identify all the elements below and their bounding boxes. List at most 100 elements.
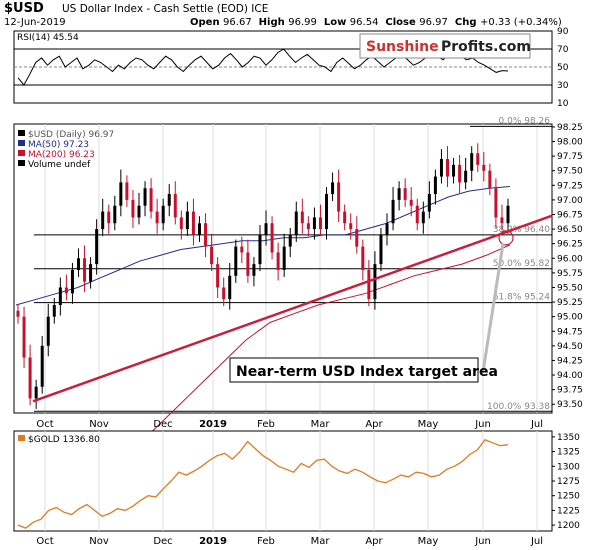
price-legend-swatch <box>18 150 25 156</box>
rsi-legend: RSI(14) 45.54 <box>17 33 79 43</box>
price-candle-body <box>300 211 304 224</box>
price-candle-body <box>446 159 450 177</box>
gold-xtick-label: May <box>418 536 439 547</box>
gold-xtick-label: Oct <box>36 536 53 547</box>
high-value: 96.99 <box>288 17 317 28</box>
annotation-box <box>229 357 479 383</box>
watermark-box <box>359 33 531 59</box>
gold-tick-label: 1350 <box>557 433 580 443</box>
price-tick-label: 96.00 <box>557 254 583 264</box>
price-candle-body <box>421 211 425 224</box>
price-candle-body <box>488 170 492 189</box>
price-tick-label: 97.00 <box>557 196 583 206</box>
price-candle-body <box>46 316 50 346</box>
price-candle-body <box>476 153 480 165</box>
fib-level-label: 0.0% 98.26 <box>499 116 551 126</box>
rsi-tick-label: 50 <box>557 63 569 73</box>
price-candle-body <box>403 188 407 200</box>
gold-xtick-label: Jul <box>530 536 543 547</box>
price-tick-label: 97.50 <box>557 167 583 177</box>
price-candle-body <box>204 223 208 247</box>
gold-tick-label: 1200 <box>557 521 580 531</box>
price-candle-body <box>89 264 93 282</box>
ma50-line <box>15 186 511 306</box>
price-xtick-label: Apr <box>365 419 383 430</box>
price-xtick-label: Feb <box>257 419 275 430</box>
price-candle-body <box>270 223 274 253</box>
price-candle-body <box>276 252 280 270</box>
gold-xtick-label: Feb <box>257 536 275 547</box>
price-candle-body <box>167 194 171 206</box>
gold-xtick-label: Mar <box>311 536 331 547</box>
price-xtick-label: May <box>418 419 439 430</box>
price-candle-body <box>452 164 456 177</box>
rsi-tick-label: 10 <box>557 99 569 109</box>
price-candle-body <box>191 211 195 235</box>
price-xtick-label: Nov <box>89 419 109 430</box>
gold-tick-label: 1300 <box>557 462 580 472</box>
price-legend-swatch <box>18 140 25 146</box>
gold-tick-label: 1275 <box>557 477 580 487</box>
price-candle-body <box>173 194 177 218</box>
price-tick-label: 94.75 <box>557 327 583 337</box>
price-candle-body <box>306 223 310 230</box>
price-candle-body <box>379 234 383 265</box>
gold-xtick-label: Jun <box>474 536 491 547</box>
price-candle-body <box>101 211 105 230</box>
price-candle-body <box>349 223 353 230</box>
price-xtick-label: Jun <box>474 419 491 430</box>
price-candle-body <box>234 246 238 276</box>
price-candle-body <box>464 170 468 183</box>
fib-level-label: 61.8% 95.24 <box>493 293 550 303</box>
price-candle-body <box>258 234 262 265</box>
price-candle-body <box>264 223 268 235</box>
price-candle-body <box>40 345 44 387</box>
price-candle-body <box>355 229 359 247</box>
price-legend-entry: MA(50) 97.23 <box>28 140 89 150</box>
price-candle-body <box>83 258 87 282</box>
price-xtick-label: Dec <box>153 419 172 430</box>
price-tick-label: 96.25 <box>557 240 583 250</box>
price-candle-body <box>240 246 244 253</box>
ohlc-summary: Open 96.67 High 96.99 Low 96.54 Close 96… <box>190 17 562 28</box>
price-tick-label: 93.50 <box>557 400 583 410</box>
price-tick-label: 93.75 <box>557 386 583 396</box>
rsi-tick-label: 70 <box>557 45 569 55</box>
price-candle-body <box>22 316 26 358</box>
price-candle-body <box>58 287 62 305</box>
price-candle-body <box>95 229 99 265</box>
ma200-line <box>149 244 511 434</box>
price-tick-label: 94.50 <box>557 342 583 352</box>
price-legend-entry: $USD (Daily) 96.97 <box>28 130 114 140</box>
price-candle-body <box>28 357 32 399</box>
price-tick-label: 94.25 <box>557 356 583 366</box>
gold-xtick-label: Apr <box>365 536 383 547</box>
price-tick-label: 97.25 <box>557 181 583 191</box>
price-legend-swatch <box>18 160 25 166</box>
chart-date: 12-Jun-2019 <box>4 17 66 28</box>
price-candle-body <box>482 164 486 171</box>
gold-xtick-label: Nov <box>89 536 109 547</box>
price-candle-body <box>246 252 250 276</box>
price-candle-body <box>34 386 38 399</box>
price-candle-body <box>409 199 413 206</box>
price-candle-body <box>210 246 214 265</box>
price-candle-body <box>325 194 329 230</box>
annotation-text: Near-term USD Index target area <box>236 364 498 380</box>
price-candle-body <box>143 188 147 206</box>
price-candle-body <box>131 199 135 218</box>
close-value: 96.97 <box>419 17 448 28</box>
gold-tick-label: 1250 <box>557 492 580 502</box>
price-legend-entry: Volume undef <box>28 160 91 170</box>
price-xtick-label: 2019 <box>199 419 227 430</box>
price-candle-body <box>216 264 220 288</box>
price-candle-body <box>149 188 153 212</box>
trendline <box>32 214 553 403</box>
price-candle-body <box>367 269 371 300</box>
target-circle <box>498 230 514 246</box>
gold-tick-label: 1225 <box>557 506 580 516</box>
price-candle-body <box>427 194 431 212</box>
price-candle-body <box>113 205 117 224</box>
high-label: High <box>258 17 285 28</box>
price-candle-body <box>222 287 226 300</box>
